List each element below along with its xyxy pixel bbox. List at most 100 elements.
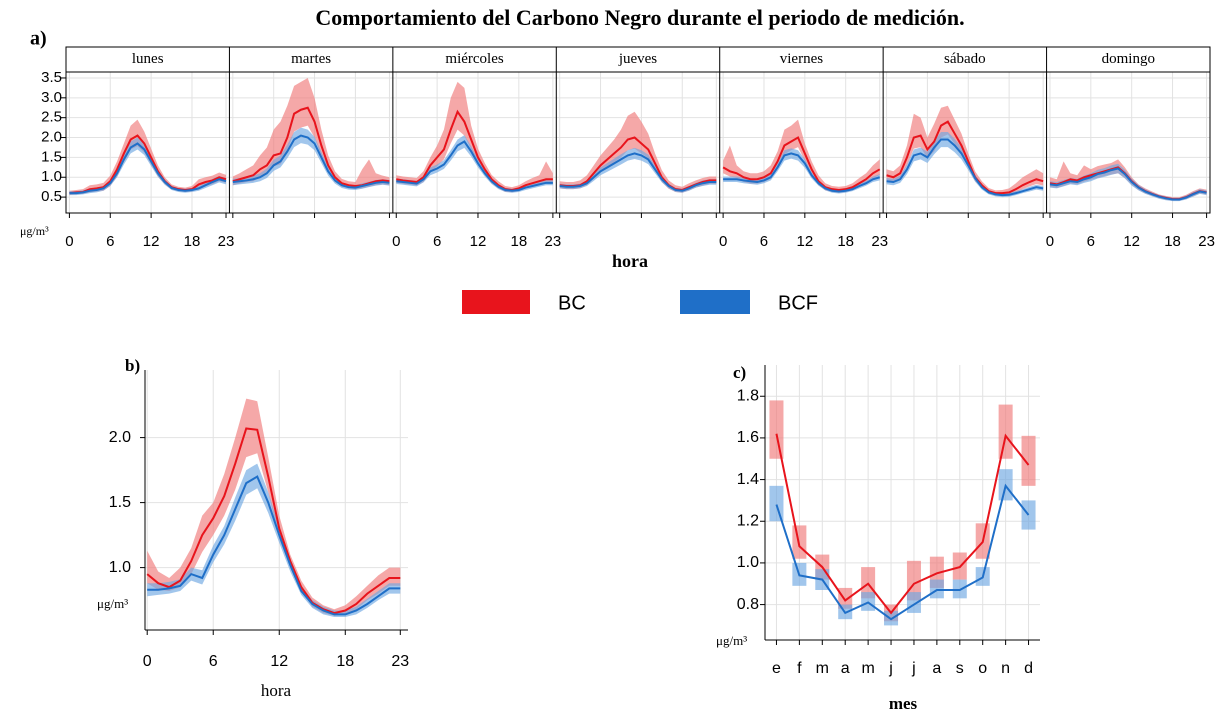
y-tick-label: 2.0 <box>109 429 131 446</box>
mean-line <box>559 152 717 192</box>
mean-line <box>723 152 881 193</box>
strip-label: miércoles <box>445 51 503 67</box>
x-tick-label: f <box>797 660 802 677</box>
strip-label: martes <box>291 51 331 67</box>
mean-line <box>69 134 227 195</box>
x-tick-label: 12 <box>143 233 160 250</box>
x-tick-label: 6 <box>209 653 218 670</box>
x-axis-title: mes <box>889 694 918 713</box>
y-tick-label: 1.5 <box>41 148 62 165</box>
y-unit: μg/m³ <box>20 224 49 238</box>
x-tick-label: j <box>888 660 893 677</box>
x-tick-label: 23 <box>391 653 409 670</box>
mean-line <box>775 483 1030 621</box>
x-tick-label: m <box>861 660 874 677</box>
mean-line <box>1049 167 1207 201</box>
x-tick-label: 12 <box>1123 233 1140 250</box>
legend-swatch <box>680 290 750 314</box>
confidence-band <box>886 131 1044 198</box>
legend-swatch <box>462 290 530 314</box>
x-tick-label: 18 <box>1164 233 1181 250</box>
confidence-band <box>232 77 390 190</box>
legend-label: BC <box>558 292 586 314</box>
y-tick-label: 2.0 <box>41 129 62 146</box>
y-tick-label: 2.5 <box>41 109 62 126</box>
x-tick-label: a <box>841 660 850 677</box>
range-box <box>769 400 784 459</box>
x-tick-label: j <box>911 660 916 677</box>
y-tick-label: 1.8 <box>737 387 759 404</box>
strip-label: lunes <box>132 51 164 67</box>
mean-line <box>396 109 553 191</box>
x-tick-label: 6 <box>760 233 768 250</box>
panel-label: a) <box>30 28 47 50</box>
x-tick-label: 0 <box>719 233 727 250</box>
confidence-band <box>723 119 880 193</box>
x-tick-label: 0 <box>1046 233 1054 250</box>
strip-label: domingo <box>1102 51 1155 67</box>
confidence-band <box>559 147 717 193</box>
x-tick-label: o <box>978 660 987 677</box>
x-tick-label: 12 <box>270 653 288 670</box>
panel-label: c) <box>733 363 746 382</box>
confidence-band <box>723 148 880 194</box>
x-tick-label: 18 <box>184 233 201 250</box>
x-tick-label: 23 <box>545 233 562 250</box>
mean-line <box>722 136 881 191</box>
confidence-band <box>1049 163 1207 202</box>
x-tick-label: 18 <box>837 233 854 250</box>
x-tick-label: 6 <box>1087 233 1095 250</box>
range-box <box>769 485 784 522</box>
figure-title: Comportamiento del Carbono Negro durante… <box>315 5 964 30</box>
y-tick-label: 1.0 <box>737 554 759 571</box>
legend-label: BCF <box>778 292 818 314</box>
range-box <box>1021 435 1036 486</box>
strip-label: jueves <box>618 51 657 67</box>
x-tick-label: s <box>956 660 964 677</box>
confidence-band <box>886 105 1044 196</box>
mean-line <box>886 138 1044 197</box>
x-tick-label: 6 <box>433 233 441 250</box>
x-tick-label: n <box>1001 660 1010 677</box>
mean-line <box>146 427 401 615</box>
strip-label: viernes <box>780 51 823 67</box>
x-tick-label: 18 <box>510 233 527 250</box>
x-tick-label: 0 <box>143 653 152 670</box>
range-box <box>998 404 1013 459</box>
x-tick-label: 0 <box>392 233 400 250</box>
y-tick-label: 1.6 <box>737 429 759 446</box>
confidence-band <box>396 81 553 193</box>
x-tick-label: e <box>772 660 781 677</box>
x-axis-title: hora <box>612 251 648 271</box>
y-tick-label: 3.5 <box>41 69 62 86</box>
panel-label: b) <box>125 356 140 375</box>
mean-line <box>147 475 401 616</box>
mean-line <box>232 134 390 189</box>
x-tick-label: 0 <box>65 233 73 250</box>
mean-line <box>69 142 227 195</box>
mean-line <box>886 120 1044 195</box>
y-unit: μg/m³ <box>97 596 128 611</box>
y-tick-label: 1.0 <box>109 559 131 576</box>
x-tick-label: 18 <box>336 653 354 670</box>
range-box <box>1021 500 1036 530</box>
y-tick-label: 0.5 <box>41 188 62 205</box>
mean-line <box>775 433 1030 615</box>
x-tick-label: 6 <box>106 233 114 250</box>
x-tick-label: 23 <box>218 233 235 250</box>
mean-line <box>559 136 717 191</box>
x-axis-title: hora <box>261 681 292 700</box>
range-box <box>929 579 944 599</box>
x-tick-label: 12 <box>796 233 813 250</box>
x-tick-label: 12 <box>470 233 487 250</box>
plot-frame <box>65 46 1211 214</box>
y-tick-label: 1.5 <box>109 494 131 511</box>
y-tick-label: 1.4 <box>737 471 759 488</box>
x-tick-label: 23 <box>871 233 888 250</box>
strip-label: sábado <box>944 51 986 67</box>
mean-line <box>396 140 553 192</box>
y-tick-label: 0.8 <box>737 596 759 613</box>
range-box <box>906 560 921 601</box>
y-unit: μg/m³ <box>716 633 747 648</box>
